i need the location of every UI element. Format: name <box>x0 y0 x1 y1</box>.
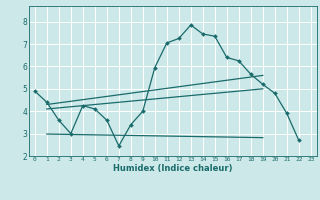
X-axis label: Humidex (Indice chaleur): Humidex (Indice chaleur) <box>113 164 233 173</box>
